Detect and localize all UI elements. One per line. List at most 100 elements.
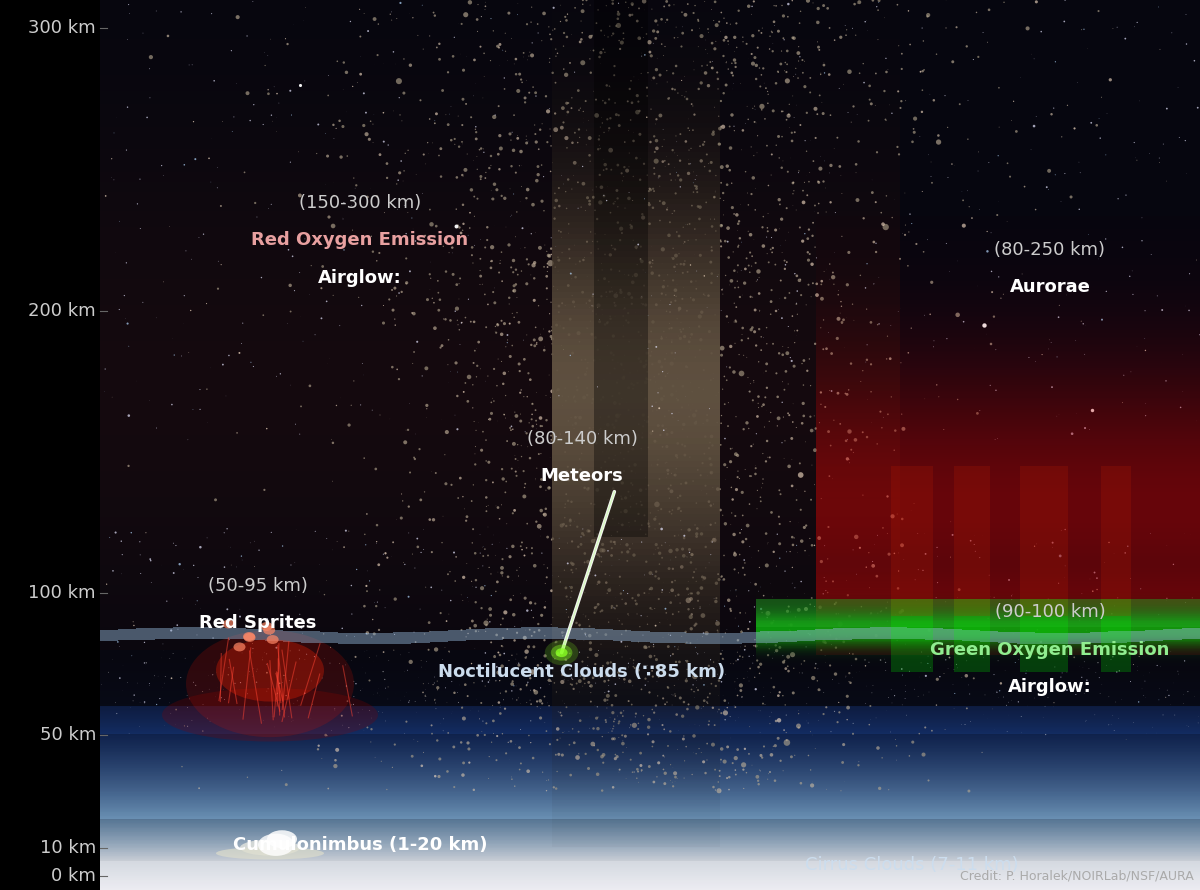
Point [452,134,472,149]
Point [422,217,442,231]
Point [1088,4,1108,18]
Point [581,694,600,708]
Bar [816,495,1200,497]
Point [611,470,630,484]
Point [743,320,762,335]
Point [134,697,154,711]
Point [1124,620,1144,635]
Bar [552,233,720,239]
Point [602,529,622,543]
Point [914,688,934,702]
Text: (80-250 km): (80-250 km) [995,240,1105,259]
Point [680,546,700,560]
Point [588,700,607,714]
Point [594,748,613,762]
Point [582,679,601,693]
Point [673,732,692,746]
Point [388,12,407,26]
Point [646,336,665,351]
Point [818,1,838,15]
Point [800,627,820,642]
Point [1136,409,1156,423]
Point [782,530,802,545]
Bar [100,208,900,211]
Point [118,676,137,690]
Point [629,588,648,603]
Point [580,628,599,643]
Point [594,543,613,557]
Point [958,183,977,198]
Point [150,692,169,706]
Point [1000,573,1019,587]
Point [522,227,541,241]
Point [613,371,632,385]
Bar [301,631,319,643]
Point [686,180,706,194]
Point [492,189,511,203]
Point [558,673,577,687]
Bar [100,55,900,59]
Point [556,10,575,24]
Point [732,623,751,637]
Point [652,522,671,536]
Point [911,65,930,79]
Point [1092,312,1111,327]
Point [751,580,770,595]
Point [497,220,516,234]
Point [740,661,760,676]
Point [600,19,619,33]
Bar [816,263,1200,265]
Point [672,400,691,415]
Point [583,420,602,434]
Bar [552,269,720,274]
Bar [100,205,900,208]
Point [712,742,731,756]
Point [425,117,444,131]
Point [616,301,635,315]
Point [384,104,403,118]
Point [620,82,640,96]
Point [444,740,463,754]
Bar [100,238,900,240]
Point [677,134,696,149]
Point [784,175,803,190]
Point [644,637,664,651]
Text: Red Oxygen Emission: Red Oxygen Emission [252,231,468,249]
Point [917,672,936,686]
Point [774,410,793,425]
Point [653,440,672,454]
Point [850,0,869,9]
Point [528,681,547,695]
Point [240,664,259,678]
Point [1180,303,1199,318]
Point [438,358,457,372]
Point [756,81,775,95]
Point [666,264,685,279]
Point [702,243,721,257]
Point [618,587,637,601]
Point [791,457,810,471]
Point [726,584,745,598]
Bar [816,586,1200,587]
Point [574,0,593,7]
Bar [100,370,900,374]
Point [901,504,920,518]
Point [655,39,674,53]
Point [698,469,718,483]
Point [1093,700,1112,715]
Point [638,478,658,492]
Point [654,576,673,590]
Point [100,530,119,545]
Bar [100,172,900,175]
Point [914,245,934,259]
Point [732,328,751,342]
Point [280,709,299,724]
Bar [552,403,720,409]
Point [566,782,586,797]
Bar [100,543,900,546]
Point [842,297,862,311]
Point [722,108,742,122]
Bar [552,23,720,29]
Point [607,525,626,539]
Point [586,601,605,615]
